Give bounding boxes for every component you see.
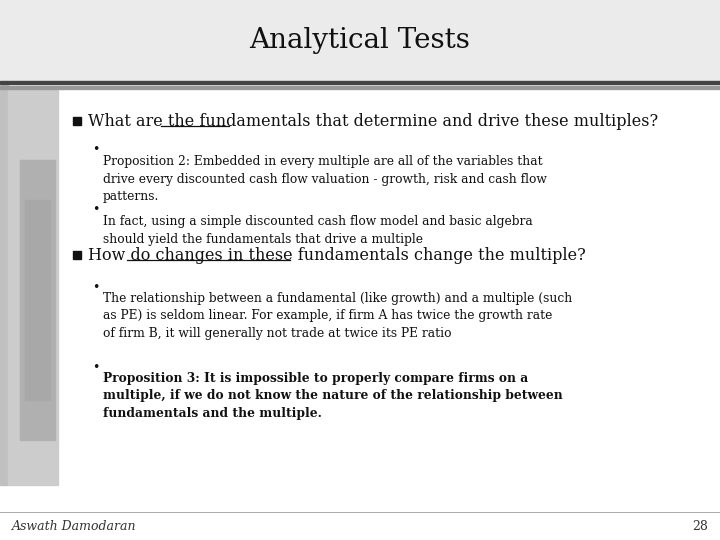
Bar (73, 117, 81, 125)
Bar (8, 90, 58, 485)
Text: •: • (92, 204, 99, 217)
Bar (0, 86, 720, 89)
Text: Analytical Tests: Analytical Tests (250, 26, 470, 53)
Bar (0, 0, 720, 80)
Bar (0, 85, 8, 485)
Text: In fact, using a simple discounted cash flow model and basic algebra
should yiel: In fact, using a simple discounted cash … (103, 215, 533, 246)
Bar (0, 81, 720, 84)
Text: Aswath Damodaran: Aswath Damodaran (12, 519, 137, 532)
Text: Proposition 3: It is impossible to properly compare firms on a
multiple, if we d: Proposition 3: It is impossible to prope… (103, 372, 563, 420)
Bar (25, 200, 50, 400)
Text: How do changes in these fundamentals change the multiple?: How do changes in these fundamentals cha… (88, 246, 586, 264)
Text: What are the fundamentals that determine and drive these multiples?: What are the fundamentals that determine… (88, 112, 658, 130)
Text: 28: 28 (692, 519, 708, 532)
Text: The relationship between a fundamental (like growth) and a multiple (such
as PE): The relationship between a fundamental (… (103, 292, 572, 340)
Text: Proposition 2: Embedded in every multiple are all of the variables that
drive ev: Proposition 2: Embedded in every multipl… (103, 155, 547, 203)
Text: •: • (92, 361, 99, 374)
Bar (20, 160, 55, 440)
Text: •: • (92, 144, 99, 157)
Text: •: • (92, 280, 99, 294)
Bar (73, 251, 81, 259)
